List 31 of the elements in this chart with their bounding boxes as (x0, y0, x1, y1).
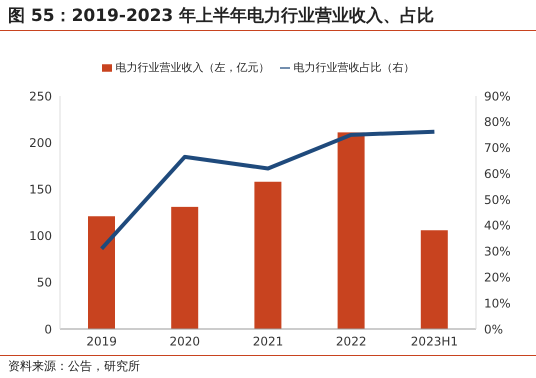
y2-tick-label: 30% (484, 244, 511, 259)
x-tick-label: 2021 (252, 334, 284, 349)
line-series (100, 130, 436, 251)
y-tick-label: 250 (29, 89, 52, 104)
bar (171, 206, 198, 329)
y2-tick-label: 70% (484, 141, 511, 156)
y2-tick-label: 40% (484, 218, 511, 233)
chart-title: 图 55：2019-2023 年上半年电力行业营业收入、占比 (8, 5, 434, 27)
y2-tick-label: 0% (484, 322, 504, 336)
text: 资料来源：公告，研究所 (8, 358, 140, 375)
y-tick-label: 100 (29, 229, 52, 244)
y2-tick-label: 80% (484, 115, 511, 130)
y2-tick-label: 20% (484, 270, 511, 284)
x-tick-label: 2022 (336, 334, 366, 349)
x-tick-label: 2019 (86, 334, 117, 349)
y2-tick-label: 60% (484, 166, 511, 181)
y-tick-label: 50 (36, 276, 52, 290)
bar (420, 230, 448, 329)
x-tick-label: 2020 (170, 334, 200, 349)
bar (88, 216, 115, 329)
y2-tick-label: 50% (484, 192, 511, 207)
legend-label: 电力行业营收占比（右） (294, 61, 414, 74)
y2-tick-label: 90% (484, 89, 511, 104)
y-tick-label: 0 (44, 322, 52, 336)
y-tick-label: 200 (29, 136, 52, 150)
bar (338, 132, 365, 329)
x-tick-label: 2023H1 (410, 334, 458, 349)
y2-tick-label: 10% (484, 296, 511, 310)
y-tick-label: 150 (29, 182, 52, 196)
bar (254, 182, 282, 329)
legend-label: 电力行业营业收入（左，亿元） (116, 61, 270, 74)
